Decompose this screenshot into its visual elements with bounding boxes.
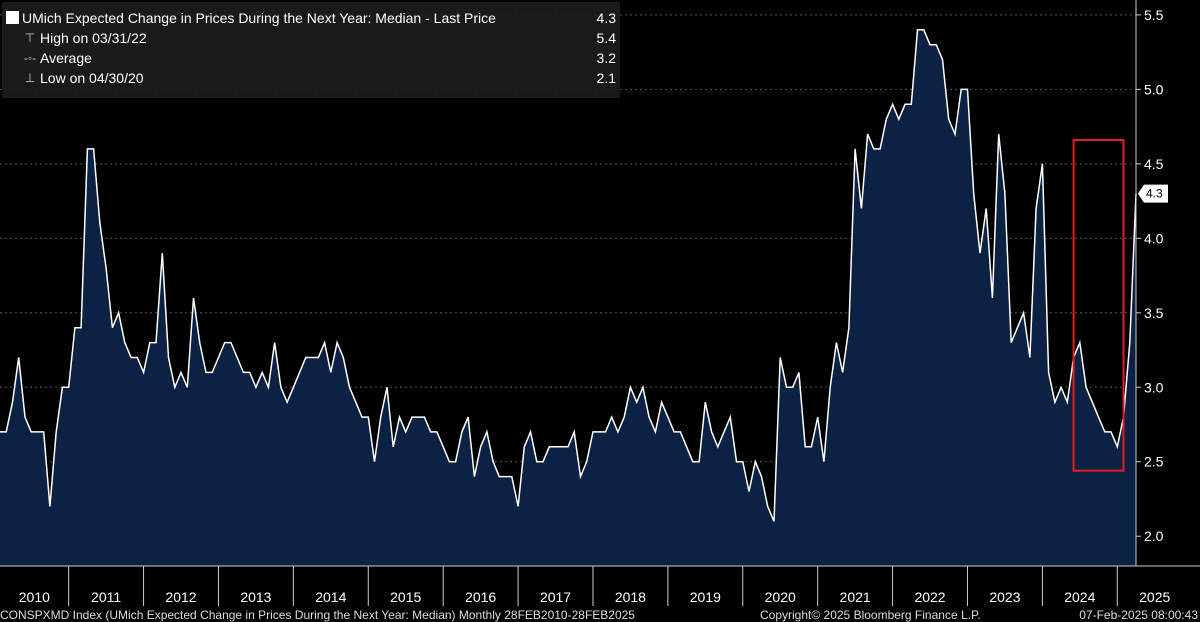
x-tick-label: 2022 [914,589,945,605]
last-price-tag-shape [1138,184,1168,203]
legend-average-value: 3.2 [596,50,616,66]
x-tick-label: 2015 [390,589,421,605]
x-tick-label: 2018 [615,589,646,605]
y-tick-label: 5.0 [1144,81,1164,97]
legend-title-row: UMich Expected Change in Prices During t… [2,8,620,28]
footer: CONSPXMD Index (UMich Expected Change in… [0,608,1200,622]
legend-average-label: Average [40,50,92,66]
x-tick-label: 2020 [765,589,796,605]
y-tick-label: 3.5 [1144,305,1164,321]
high-marker-icon: ⊤ [24,31,36,45]
series-swatch-icon [6,11,19,24]
x-tick-label: 2019 [690,589,721,605]
footer-timestamp: 07-Feb-2025 08:00:43 [1079,608,1198,622]
x-tick-label: 2011 [91,589,121,605]
x-tick-label: 2023 [989,589,1020,605]
x-tick-label: 2016 [465,589,496,605]
last-price-tag: 4.3 [1138,184,1168,203]
legend-low-label: Low on 04/30/20 [40,70,144,86]
highlight-box [1072,139,1125,472]
x-tick-label: 2010 [19,589,50,605]
x-tick-label: 2024 [1064,589,1095,605]
y-tick-label: 3.0 [1144,379,1164,395]
footer-copyright: Copyright© 2025 Bloomberg Finance L.P. [760,608,981,622]
x-axis: 2010 2011 2012 2013 2014 2015 2016 2017 2018 2019… [0,565,1200,606]
x-tick-label: 2025 [1139,589,1170,605]
legend-high-value: 5.4 [596,30,616,46]
footer-source: CONSPXMD Index (UMich Expected Change in… [0,608,635,622]
last-price-tag-value: 4.3 [1146,187,1163,201]
y-tick-label: 4.0 [1144,230,1164,246]
series-line [0,29,1137,522]
legend-low-value: 2.1 [596,70,616,86]
x-tick-label: 2017 [540,589,571,605]
y-tick-label: 2.5 [1144,454,1164,470]
y-tick-label: 2.0 [1144,528,1164,544]
y-tick-label: 5.5 [1144,7,1164,23]
legend-row-low: ⊥ Low on 04/30/20 2.1 [2,68,620,88]
legend-title: UMich Expected Change in Prices During t… [22,10,496,26]
y-tick-label: 4.5 [1144,156,1164,172]
legend: UMich Expected Change in Prices During t… [2,2,620,98]
legend-row-high: ⊤ High on 03/31/22 5.4 [2,28,620,48]
legend-last-value: 4.3 [596,10,616,26]
area-fill [0,29,1136,567]
x-tick-label: 2021 [840,589,871,605]
x-tick-label: 2013 [240,589,271,605]
low-marker-icon: ⊥ [24,71,36,85]
legend-row-average: -◦- Average 3.2 [2,48,620,68]
x-tick-label: 2012 [165,589,196,605]
legend-high-label: High on 03/31/22 [40,30,147,46]
x-tick-label: 2014 [315,589,346,605]
average-marker-icon: -◦- [23,51,37,65]
y-axis: 2.0 2.5 3.0 3.5 4.0 4.5 5.0 5.5 [1135,0,1164,566]
